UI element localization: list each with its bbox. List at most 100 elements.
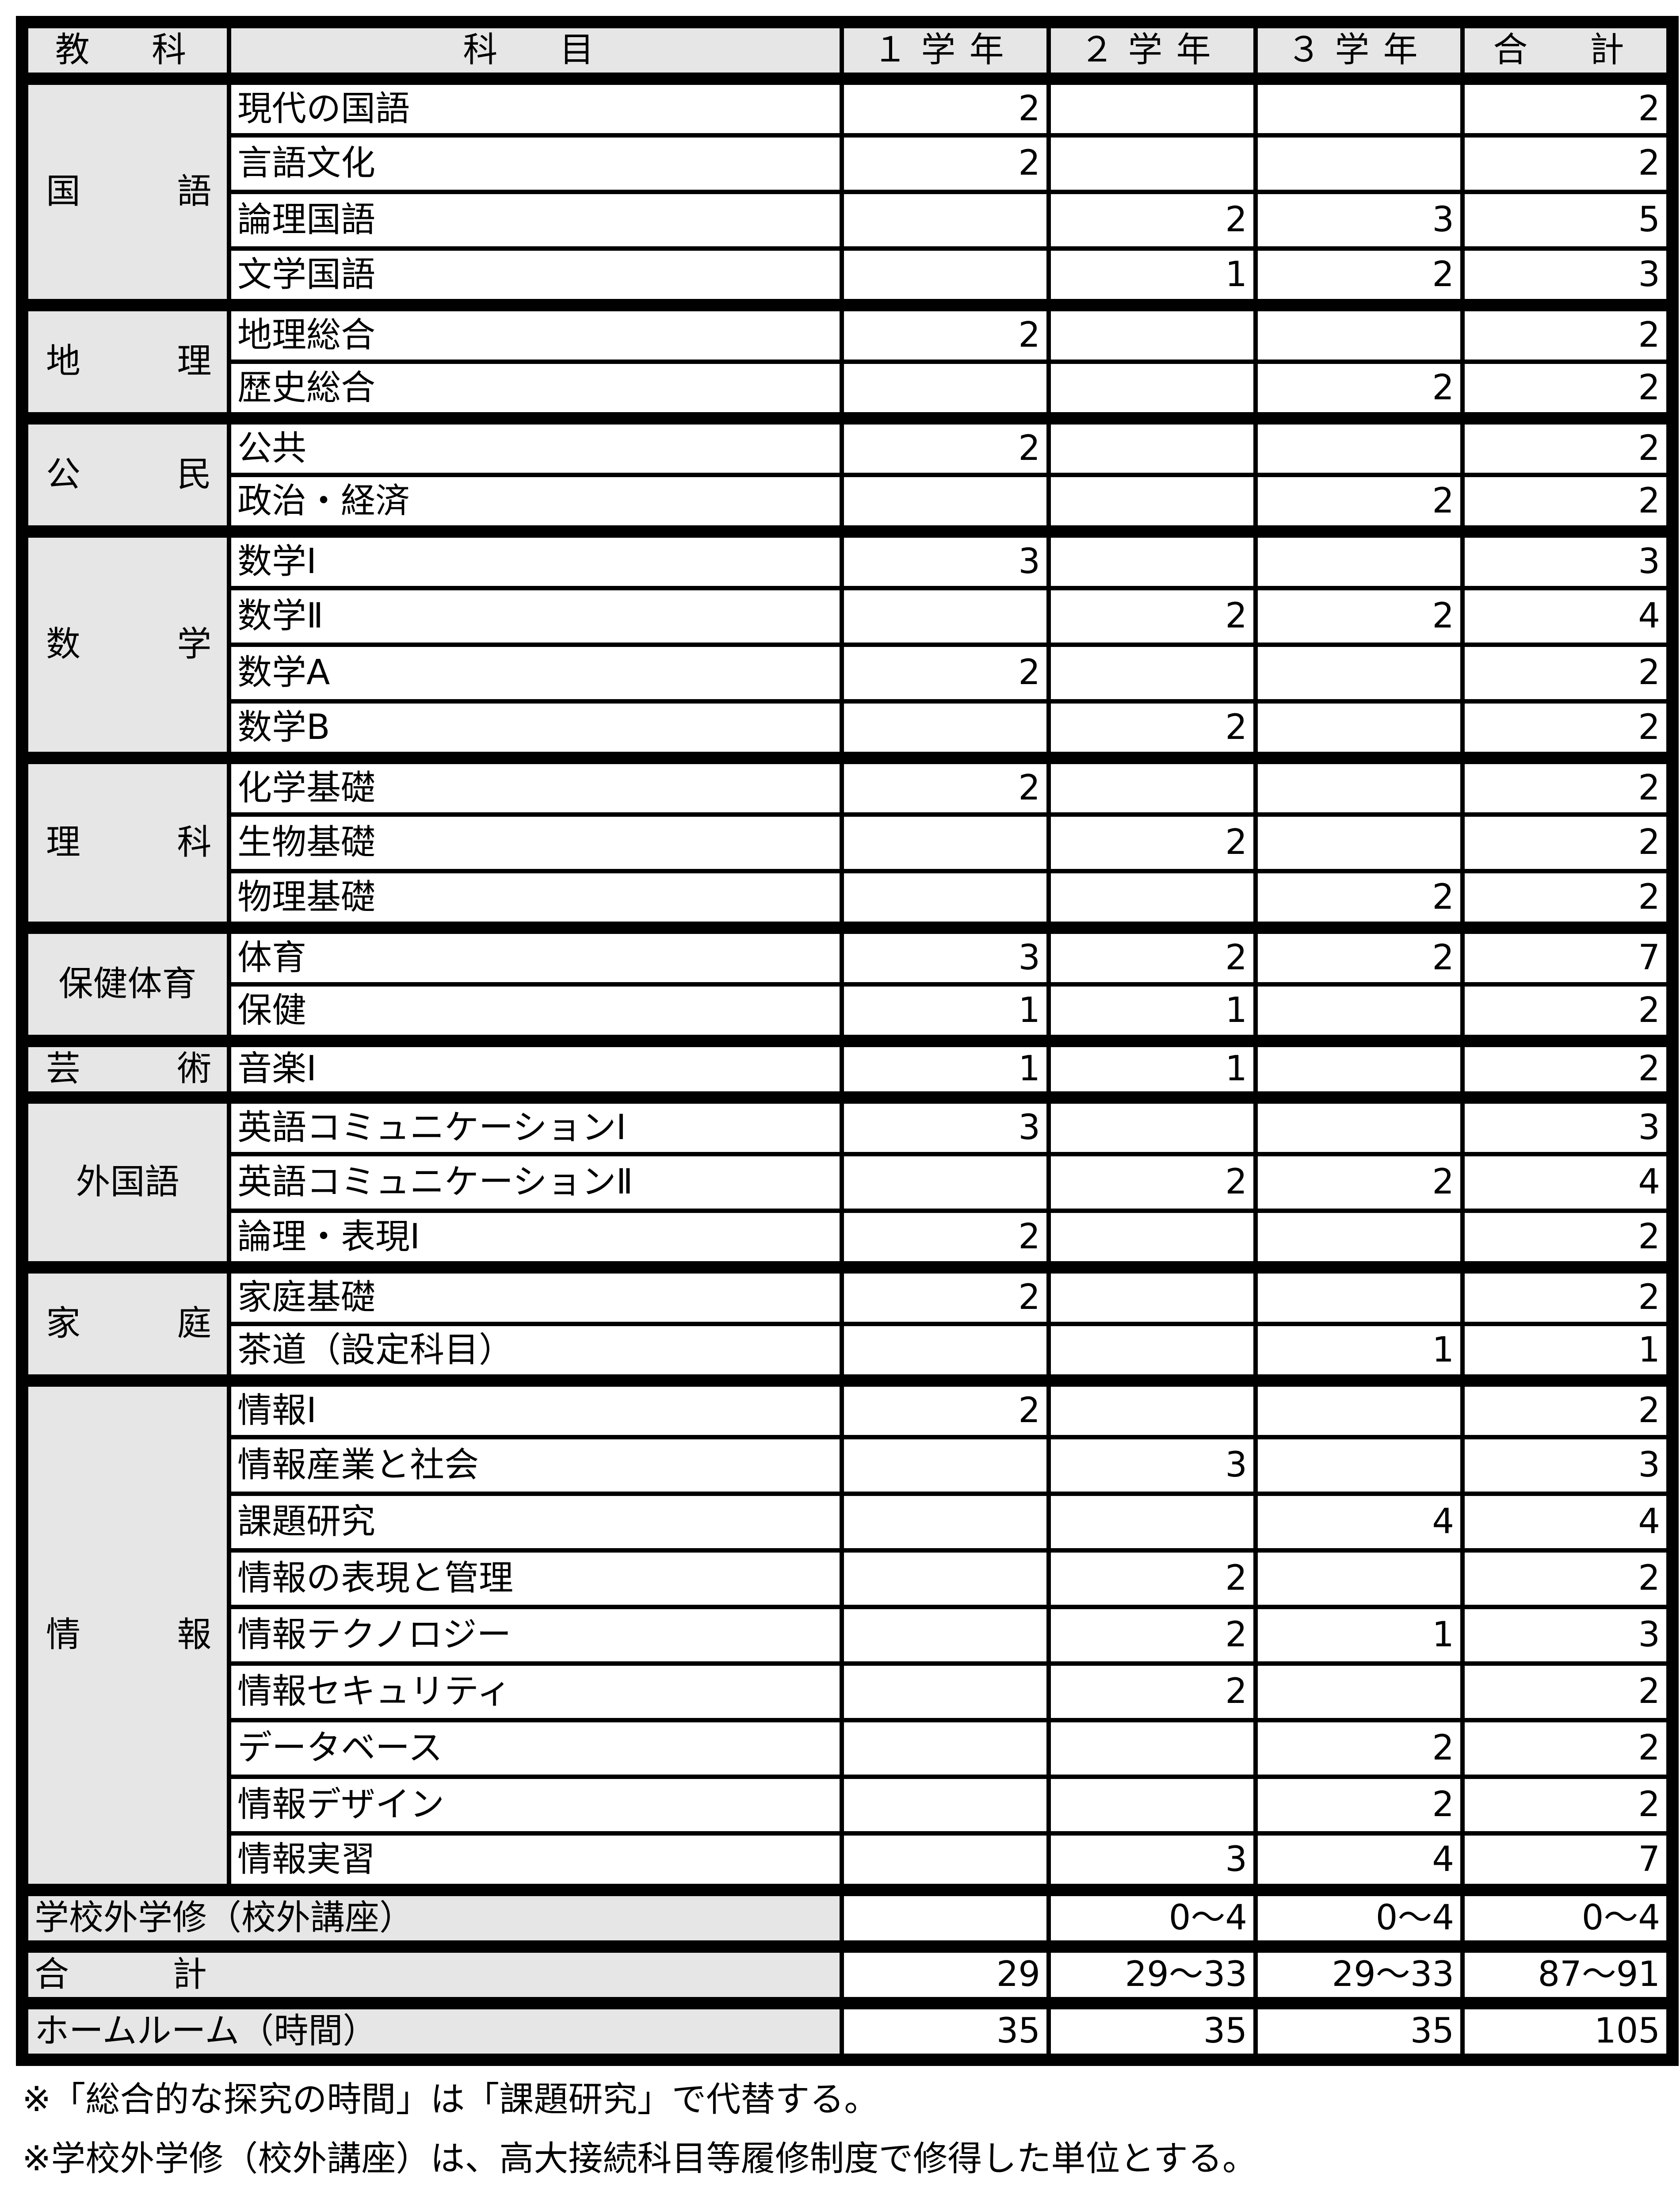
year3-credits xyxy=(1253,643,1465,704)
table-row: データベース 2 2 xyxy=(22,1718,1675,1779)
year2-credits xyxy=(1046,1261,1258,1326)
year1-credits: 2 xyxy=(840,643,1051,704)
year1-credits: 2 xyxy=(840,412,1051,477)
subject-name: 文学国語 xyxy=(227,246,844,307)
subject-name: 家庭基礎 xyxy=(227,1261,844,1326)
year2-credits xyxy=(1046,412,1258,477)
year1-credits: 3 xyxy=(840,525,1051,590)
year1-credits xyxy=(840,1884,1051,1949)
year1-credits xyxy=(840,246,1051,307)
column-header: 教 科 xyxy=(20,20,231,85)
table-row: 歴史総合 2 2 xyxy=(22,360,1675,421)
year1-credits: 2 xyxy=(840,1261,1051,1326)
subject-name: 体育 xyxy=(227,922,844,987)
summary-row: ホームルーム（時間） 35 35 35 105 xyxy=(20,1997,1675,2062)
table-row: 物理基礎 2 2 xyxy=(22,869,1675,930)
total-credits: 5 xyxy=(1460,190,1675,251)
year2-credits: 2 xyxy=(1046,922,1258,987)
year2-credits: 1 xyxy=(1046,246,1258,307)
table-row: 地 理地理総合 2 2 xyxy=(20,299,1675,421)
year3-credits xyxy=(1253,73,1465,138)
year1-credits xyxy=(840,869,1051,930)
table-row: 芸 術音楽Ⅰ 1 1 2 xyxy=(20,1035,1675,1100)
table-row: 数学A 2 2 xyxy=(22,643,1675,704)
table-row: 情報デザイン 2 2 xyxy=(22,1775,1675,1836)
category-cell: 家 庭 xyxy=(20,1261,231,1383)
year3-credits xyxy=(1253,1261,1465,1326)
total-credits: 4 xyxy=(1460,1152,1675,1213)
total-credits: 0～4 xyxy=(1460,1884,1675,1949)
subject-name: 地理総合 xyxy=(227,299,844,364)
total-credits: 2 xyxy=(1460,1661,1675,1722)
note-2: ※学校外学修（校外講座）は、高大接続科目等履修制度で修得した単位とする。 xyxy=(22,2138,1257,2179)
total-credits: 2 xyxy=(1460,412,1675,477)
subject-name: 歴史総合 xyxy=(227,360,844,421)
table-row: 課題研究 4 4 xyxy=(22,1492,1675,1553)
year1-credits xyxy=(840,1322,1051,1383)
year1-credits xyxy=(840,360,1051,421)
year1-credits: 2 xyxy=(840,133,1051,194)
table-row: 保健体育 体育 3 2 2 7 xyxy=(20,922,1675,1043)
year1-credits xyxy=(840,699,1051,760)
table-row: 言語文化 2 2 xyxy=(22,133,1675,194)
subject-name: 英語コミュニケーションⅠ xyxy=(227,1091,844,1156)
year3-credits: 4 xyxy=(1253,1831,1465,1892)
year1-credits xyxy=(840,812,1051,873)
subject-name: 数学A xyxy=(227,643,844,704)
total-credits: 1 xyxy=(1460,1322,1675,1383)
year1-credits xyxy=(840,473,1051,534)
subject-name: 保健 xyxy=(227,982,844,1043)
year1-credits xyxy=(840,586,1051,647)
table-row: 数学B 2 2 xyxy=(22,699,1675,760)
year3-credits xyxy=(1253,699,1465,760)
year2-credits xyxy=(1046,1492,1258,1553)
year2-credits xyxy=(1046,473,1258,534)
table-row: 論理国語 2 3 5 xyxy=(22,190,1675,251)
year1-credits: 2 xyxy=(840,752,1051,817)
total-credits: 2 xyxy=(1460,699,1675,760)
year3-credits: 2 xyxy=(1253,246,1465,307)
year2-credits xyxy=(1046,1718,1258,1779)
summary-label: ホームルーム（時間） xyxy=(20,1997,844,2062)
subject-name: 政治・経済 xyxy=(227,473,844,534)
year3-credits xyxy=(1253,1374,1465,1439)
column-header: ３学年 xyxy=(1253,20,1465,85)
year2-credits xyxy=(1046,1775,1258,1836)
subject-name: 茶道（設定科目） xyxy=(227,1322,844,1383)
year3-credits xyxy=(1253,133,1465,194)
year1-credits xyxy=(840,1661,1051,1722)
year2-credits: 2 xyxy=(1046,1661,1258,1722)
year3-credits: 4 xyxy=(1253,1492,1465,1553)
year3-credits: 2 xyxy=(1253,586,1465,647)
year1-credits: 1 xyxy=(840,982,1051,1043)
table-row: 国 語現代の国語 2 2 xyxy=(20,73,1675,307)
year3-credits: 2 xyxy=(1253,360,1465,421)
year1-credits xyxy=(840,1605,1051,1666)
subject-name: 情報テクノロジー xyxy=(227,1605,844,1666)
year1-credits: 2 xyxy=(840,1209,1051,1270)
total-credits: 4 xyxy=(1460,586,1675,647)
year3-credits: 1 xyxy=(1253,1322,1465,1383)
year3-credits xyxy=(1253,412,1465,477)
year1-credits: 2 xyxy=(840,73,1051,138)
total-credits: 2 xyxy=(1460,1718,1675,1779)
year3-credits xyxy=(1253,1091,1465,1156)
subject-name: 化学基礎 xyxy=(227,752,844,817)
category-cell: 理 科 xyxy=(20,752,231,930)
subject-name: 情報Ⅰ xyxy=(227,1374,844,1439)
total-credits: 2 xyxy=(1460,73,1675,138)
total-credits: 3 xyxy=(1460,1435,1675,1496)
summary-row: 合 計 29 29～33 29～33 87～91 xyxy=(20,1940,1675,2005)
year2-credits xyxy=(1046,869,1258,930)
table-row: 数学Ⅱ 2 2 4 xyxy=(22,586,1675,647)
year3-credits xyxy=(1253,752,1465,817)
table-row: 数 学数学Ⅰ 3 3 xyxy=(20,525,1675,760)
subject-name: 英語コミュニケーションⅡ xyxy=(227,1152,844,1213)
year2-credits: 1 xyxy=(1046,982,1258,1043)
year2-credits: 3 xyxy=(1046,1831,1258,1892)
year1-credits xyxy=(840,1775,1051,1836)
subject-name: 現代の国語 xyxy=(227,73,844,138)
subject-name: 生物基礎 xyxy=(227,812,844,873)
total-credits: 105 xyxy=(1460,1997,1675,2062)
table-row: 家 庭家庭基礎 2 2 xyxy=(20,1261,1675,1383)
